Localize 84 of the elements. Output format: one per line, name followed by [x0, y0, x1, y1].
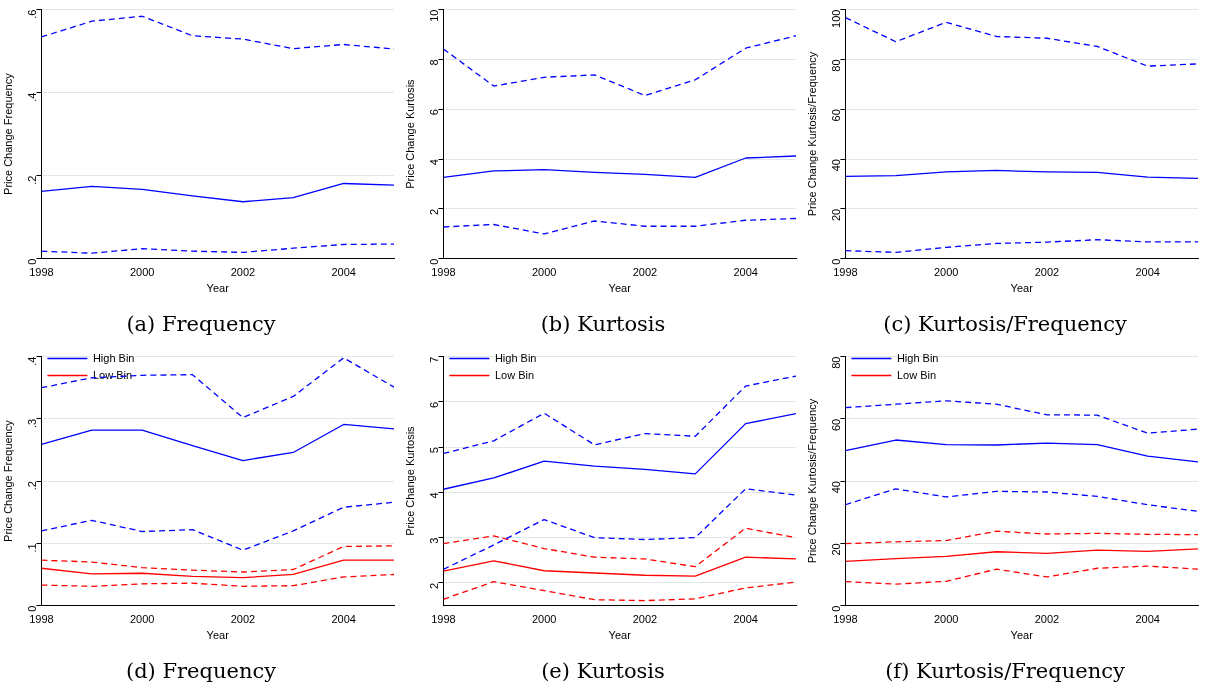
y-axis-title: Price Change Frequency — [1, 419, 14, 542]
x-tick-label: 2002 — [632, 613, 658, 626]
x-tick-label: 2002 — [1034, 613, 1060, 626]
x-tick-label: 2000 — [531, 613, 557, 626]
x-axis-title: Year — [206, 629, 230, 642]
x-axis-title: Year — [608, 629, 632, 642]
x-tick-label: 2004 — [733, 266, 758, 279]
x-tick-label: 2004 — [1135, 613, 1160, 626]
x-tick-label: 2000 — [129, 613, 155, 626]
y-tick-label: 6 — [428, 401, 441, 408]
y-tick-label: .1 — [26, 543, 39, 553]
y-tick-label: 4 — [428, 159, 441, 166]
y-tick-label: 40 — [830, 159, 843, 172]
text: (f) Kurtosis/Frequency — [884, 658, 1126, 685]
y-tick-label: 60 — [830, 418, 843, 432]
y-tick-label: .3 — [26, 418, 39, 429]
y-tick-label: 0 — [26, 605, 39, 612]
x-tick-label: 2000 — [933, 266, 959, 279]
y-axis-title: Price Change Kurtosis — [403, 425, 416, 536]
legend-label: High Bin — [494, 351, 537, 364]
y-tick-label: 2 — [428, 582, 441, 590]
y-tick-label: 60 — [830, 109, 843, 122]
x-axis-title: Year — [206, 282, 230, 295]
x-tick-label: 1998 — [431, 266, 456, 279]
text: (d) Frequency — [124, 658, 278, 685]
y-tick-label: 100 — [830, 9, 843, 28]
y-tick-label: 8 — [428, 59, 441, 66]
legend-label: High Bin — [92, 351, 135, 364]
x-tick-label: 2004 — [733, 613, 758, 626]
y-tick-label: 0 — [830, 605, 843, 612]
legend-label: Low Bin — [92, 368, 133, 381]
y-tick-label: 80 — [830, 356, 843, 369]
y-tick-label: 10 — [428, 9, 441, 22]
x-tick-label: 1998 — [29, 613, 54, 626]
legend-label: High Bin — [896, 351, 939, 364]
x-tick-label: 2002 — [632, 266, 658, 279]
x-tick-label: 2000 — [129, 266, 155, 279]
x-tick-label: 2004 — [331, 613, 356, 626]
line-series — [443, 488, 796, 571]
y-tick-label: 4 — [428, 492, 441, 499]
legend-label: Low Bin — [896, 368, 937, 381]
text: (b) Kurtosis — [539, 311, 667, 338]
x-tick-label: 1998 — [29, 266, 54, 279]
y-tick-label: .2 — [26, 175, 39, 185]
text: (e) Kurtosis — [540, 658, 666, 685]
x-axis-title: Year — [1010, 282, 1034, 295]
x-tick-label: 1998 — [833, 613, 858, 626]
x-tick-label: 2000 — [531, 266, 557, 279]
y-tick-label: 0 — [428, 258, 441, 265]
y-tick-label: 7 — [428, 356, 441, 363]
y-axis-title: Price Change Kurtosis — [403, 78, 416, 189]
x-tick-label: 2002 — [230, 266, 256, 279]
y-tick-label: .4 — [26, 92, 39, 102]
line-series — [443, 35, 796, 97]
x-tick-label: 2002 — [1034, 266, 1060, 279]
x-tick-label: 2004 — [331, 266, 356, 279]
x-tick-label: 2002 — [230, 613, 256, 626]
x-tick-label: 2000 — [933, 613, 959, 626]
x-tick-label: 2004 — [1135, 266, 1160, 279]
y-tick-label: 20 — [830, 208, 843, 222]
y-tick-label: 0 — [830, 258, 843, 265]
x-axis-title: Year — [1010, 629, 1034, 642]
y-tick-label: 80 — [830, 59, 843, 72]
line-series — [443, 217, 796, 235]
x-axis-title: Year — [608, 282, 632, 295]
y-tick-label: 6 — [428, 109, 441, 116]
line-series — [443, 580, 796, 602]
y-axis-title: Price Change Frequency — [1, 72, 14, 195]
y-axis-title: Price Change Kurtosis/Frequency — [805, 51, 818, 217]
y-tick-label: .2 — [26, 481, 39, 491]
y-tick-label: .4 — [26, 356, 39, 366]
y-tick-label: .6 — [26, 9, 39, 19]
y-tick-label: 20 — [830, 543, 843, 556]
legend-label: Low Bin — [494, 368, 535, 381]
y-tick-label: 0 — [26, 258, 39, 265]
y-tick-label: 40 — [830, 481, 843, 494]
y-axis-title: Price Change Kurtosis/Frequency — [805, 398, 818, 564]
y-tick-label: 5 — [428, 447, 441, 454]
x-tick-label: 1998 — [833, 266, 858, 279]
y-tick-label: 2 — [428, 208, 441, 215]
x-tick-label: 1998 — [431, 613, 456, 626]
y-tick-label: 3 — [428, 537, 441, 544]
text: (a) Frequency — [125, 311, 277, 338]
text: (c) Kurtosis/Frequency — [882, 311, 1128, 338]
